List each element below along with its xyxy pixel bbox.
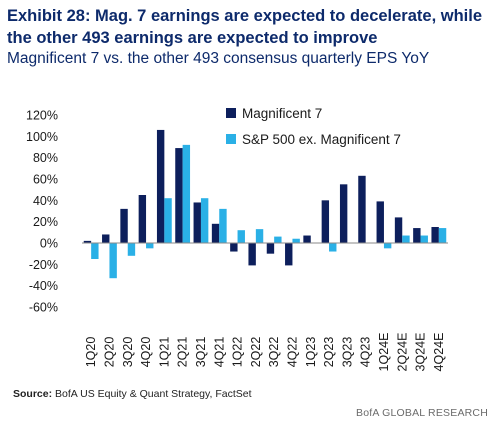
bar-sp493 (329, 243, 337, 252)
x-tick-label: 3Q22 (267, 337, 281, 368)
bar-mag7 (83, 240, 92, 243)
y-tick-label: 80% (33, 151, 58, 165)
x-tick-label: 3Q21 (194, 337, 208, 368)
bar-mag7 (193, 202, 201, 243)
x-tick-label: 1Q24E (377, 333, 391, 372)
legend-label-mag7: Magnificent 7 (242, 106, 322, 121)
bar-mag7 (120, 208, 128, 243)
bar-mag7 (376, 201, 384, 243)
bar-sp493 (127, 243, 136, 256)
bars (83, 129, 447, 279)
bar-sp493 (292, 238, 300, 243)
x-tick-label: 2Q22 (249, 337, 263, 368)
bar-mag7 (266, 243, 275, 254)
bar-sp493 (200, 198, 209, 243)
y-tick-label: -40% (29, 279, 58, 293)
x-tick-label: 2Q24E (395, 333, 409, 372)
x-tick-label: 4Q22 (285, 337, 299, 368)
bar-sp493 (164, 198, 172, 243)
x-tick-label: 1Q20 (84, 337, 98, 368)
bar-mag7 (303, 235, 311, 243)
source-text: BofA US Equity & Quant Strategy, FactSet (52, 388, 252, 400)
x-tick-label: 4Q20 (139, 337, 153, 368)
x-tick-label: 3Q23 (340, 337, 354, 368)
bar-mag7 (102, 234, 110, 243)
bar-sp493 (91, 243, 99, 259)
bar-mag7 (431, 227, 439, 243)
bar-sp493 (255, 229, 264, 243)
x-tick-label: 3Q24E (414, 333, 428, 372)
legend-swatch-sp493 (226, 134, 236, 144)
y-tick-label: 0% (40, 237, 58, 251)
y-tick-label: 60% (33, 173, 58, 187)
bar-mag7 (211, 223, 220, 243)
x-tick-label: 4Q21 (212, 337, 226, 368)
x-tick-label: 1Q21 (157, 337, 171, 368)
x-axis: 1Q20 2Q20 3Q20 4Q20 1Q21 2Q21 3Q21 4Q21 1Q22 2Q22… (84, 333, 446, 372)
bar-sp493 (274, 236, 282, 243)
x-tick-label: 4Q24E (432, 333, 446, 372)
x-tick-label: 2Q20 (102, 337, 116, 368)
y-tick-label: 100% (26, 130, 58, 144)
bar-mag7 (248, 243, 256, 266)
bar-sp493 (146, 243, 154, 249)
legend-swatch-mag7 (226, 108, 236, 118)
bar-mag7 (394, 217, 403, 243)
brand-label: BofA GLOBAL RESEARCH (356, 407, 488, 419)
bar-sp493 (237, 230, 245, 243)
chart-subtitle: Magnificent 7 vs. the other 493 consensu… (7, 50, 430, 67)
x-tick-label: 2Q21 (176, 337, 190, 368)
x-tick-label: 3Q20 (121, 337, 135, 368)
y-tick-label: -60% (29, 301, 58, 315)
legend-label-sp493: S&P 500 ex. Magnificent 7 (242, 132, 401, 147)
bar-mag7 (285, 243, 293, 266)
bar-mag7 (138, 195, 147, 243)
x-tick-label: 4Q23 (359, 337, 373, 368)
bar-mag7 (339, 184, 348, 243)
y-tick-label: -20% (29, 258, 58, 272)
y-axis: -60% -40% -20% 0% 20% 40% 60% 80% 100% 120% (26, 109, 58, 315)
legend: Magnificent 7 S&P 500 ex. Magnificent 7 (226, 106, 401, 147)
chart-title: Exhibit 28: Mag. 7 earnings are expected… (7, 7, 483, 47)
bar-sp493 (402, 235, 410, 243)
bar-sp493 (182, 144, 191, 243)
bar-mag7 (230, 243, 238, 252)
source-note: Source: BofA US Equity & Quant Strategy,… (13, 388, 252, 400)
x-tick-label: 1Q23 (304, 337, 318, 368)
y-tick-label: 120% (26, 109, 58, 123)
bar-sp493 (383, 243, 392, 249)
y-tick-label: 40% (33, 194, 58, 208)
bar-mag7 (413, 228, 421, 243)
bar-sp493 (420, 235, 428, 243)
bar-sp493 (109, 243, 117, 279)
bar-sp493 (219, 208, 227, 243)
x-tick-label: 1Q22 (231, 337, 245, 368)
bar-mag7 (175, 148, 183, 243)
y-tick-label: 20% (33, 215, 58, 229)
bar-chart: -60% -40% -20% 0% 20% 40% 60% 80% 100% 120% 1Q20 2… (26, 106, 448, 372)
bar-mag7 (321, 200, 330, 243)
bar-mag7 (358, 175, 366, 243)
bar-sp493 (438, 228, 447, 243)
x-tick-label: 2Q23 (322, 337, 336, 368)
bar-mag7 (156, 129, 165, 243)
source-label: Source: (13, 388, 53, 400)
